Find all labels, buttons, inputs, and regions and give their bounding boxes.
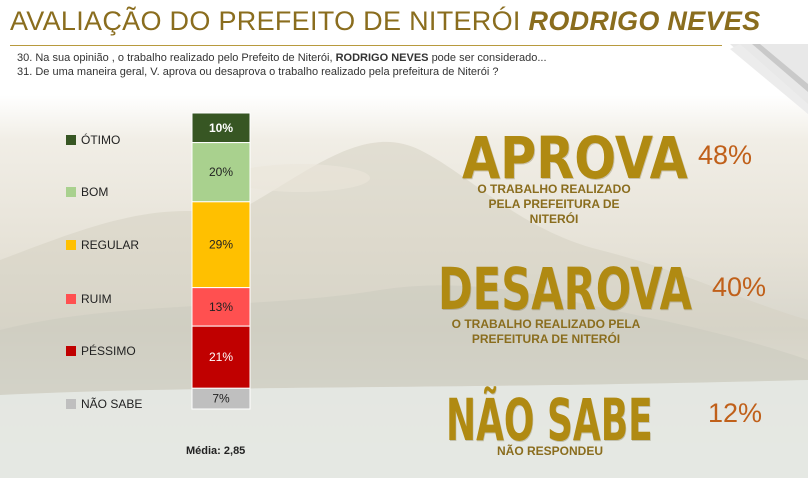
bar-label-pessimo: 21% xyxy=(209,350,233,364)
average-score: Média: 2,85 xyxy=(186,445,246,457)
desaprova-percent: 40% xyxy=(712,272,767,302)
aprova-subtitle: O TRABALHO REALIZADO PELA PREFEITURA DE … xyxy=(477,182,631,226)
legend-swatch-bom xyxy=(66,187,76,197)
bar-segment-nao-sabe xyxy=(191,387,251,410)
legend-label-regular: REGULAR xyxy=(81,238,140,252)
bar-segment-regular xyxy=(191,201,251,289)
bar-label-ruim: 13% xyxy=(209,300,233,314)
legend-swatch-ruim xyxy=(66,294,76,304)
nao-sabe-subtitle: NÃO RESPONDEU xyxy=(496,444,603,458)
nao-sabe-label: NÃO SABE xyxy=(446,386,653,454)
page-title: AVALIAÇÃO DO PREFEITO DE NITERÓI RODRIGO… xyxy=(10,6,760,37)
legend-bom: BOM xyxy=(66,185,108,199)
title-prefix: AVALIAÇÃO DO PREFEITO DE NITERÓI xyxy=(10,6,521,36)
bar-label-nao-sabe: 7% xyxy=(212,392,230,406)
legend-swatch-otimo xyxy=(66,135,76,145)
legend-swatch-regular xyxy=(66,240,76,250)
bar-segment-ruim xyxy=(191,287,251,327)
legend-otimo: ÓTIMO xyxy=(66,133,120,147)
question-30: 30. Na sua opinião , o trabalho realizad… xyxy=(17,52,547,64)
legend-swatch-pessimo xyxy=(66,346,76,356)
bar-label-otimo: 10% xyxy=(209,121,233,135)
question-31: 31. De uma maneira geral, V. aprova ou d… xyxy=(17,66,499,78)
desaprova-label: DESAROVA xyxy=(438,255,692,323)
legend-pessimo: PÉSSIMO xyxy=(66,344,136,358)
legend-label-ruim: RUIM xyxy=(81,292,112,306)
legend-label-nao-sabe: NÃO SABE xyxy=(81,397,143,411)
bar-label-bom: 20% xyxy=(209,165,233,179)
nao-sabe-percent: 12% xyxy=(708,398,763,428)
legend-label-bom: BOM xyxy=(81,185,109,199)
desaprova-subtitle: O TRABALHO REALIZADO PELA PREFEITURA DE … xyxy=(451,317,641,346)
aprova-percent: 48% xyxy=(698,140,753,170)
legend-swatch-nao-sabe xyxy=(66,399,76,409)
bar-segment-bom xyxy=(191,142,251,203)
corner-decoration xyxy=(730,44,808,114)
legend-label-pessimo: PÉSSIMO xyxy=(81,344,136,358)
aprova-label: APROVA xyxy=(462,124,688,192)
title-divider xyxy=(10,45,722,46)
legend-nao-sabe: NÃO SABE xyxy=(66,397,142,411)
legend-label-otimo: ÓTIMO xyxy=(81,133,121,147)
title-name: RODRIGO NEVES xyxy=(528,6,761,36)
bar-label-regular: 29% xyxy=(209,238,233,252)
legend-ruim: RUIM xyxy=(66,292,112,306)
question-30-name: RODRIGO NEVES xyxy=(335,52,429,64)
question-30-end: pode ser considerado... xyxy=(431,52,547,64)
legend-regular: REGULAR xyxy=(66,238,139,252)
question-30-start: 30. Na sua opinião , o trabalho realizad… xyxy=(17,52,333,64)
